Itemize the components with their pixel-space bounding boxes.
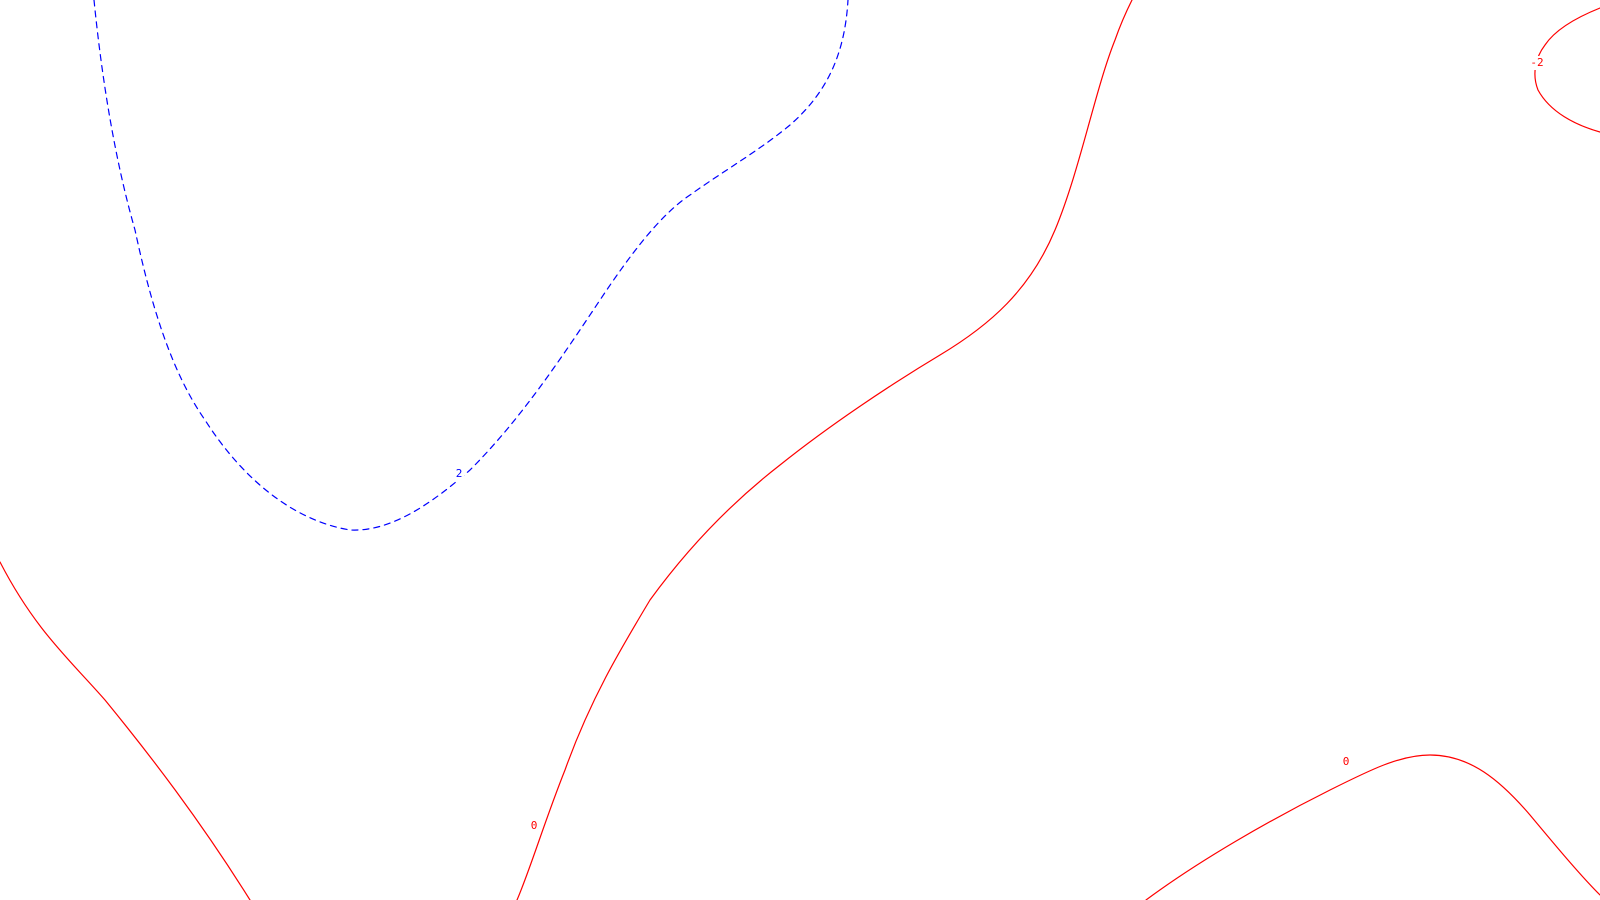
contour-label-level-0-bottom-right: 0 [1343,755,1350,768]
contour-label-level-2: 2 [456,467,463,480]
contour-label-bg-level-neg2 [1528,56,1546,70]
contour-line-level-0-center [516,0,1133,900]
contour-label-level-0-center: 0 [531,819,538,832]
contour-label-bg-level-0-bottom-right [1340,755,1352,769]
contour-label-level-neg2: -2 [1530,56,1543,69]
contour-label-bg-level-0-center [528,819,540,833]
contour-line-level-0-bottom-right [1145,754,1600,900]
contour-line-level-0-left [0,561,251,900]
contour-label-bg-level-2 [452,466,464,480]
contour-line-level-2 [93,0,849,531]
